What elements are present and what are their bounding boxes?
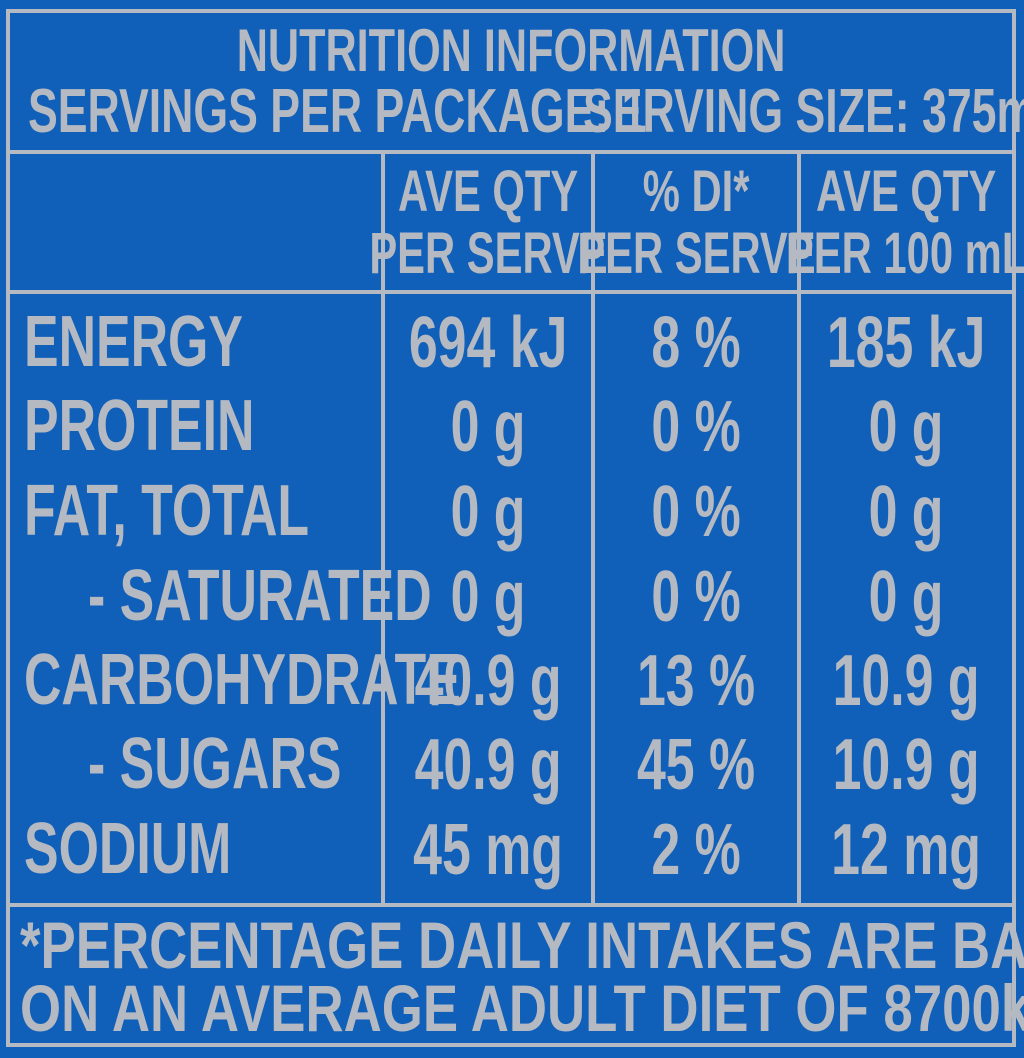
row-di: 8 % bbox=[651, 303, 741, 383]
col-header-di-line1: % DI* bbox=[642, 159, 750, 224]
row-per-serve: 0 g bbox=[450, 472, 526, 552]
row-per-serve: 40.9 g bbox=[414, 641, 562, 721]
col-header-per-serve-line1: AVE QTY bbox=[397, 159, 579, 224]
footnote-line-1: *PERCENTAGE DAILY INTAKES ARE BASED bbox=[20, 908, 1024, 982]
col-header-di-line2: PER SERVE bbox=[576, 221, 816, 286]
row-label: PROTEIN bbox=[24, 386, 255, 466]
row-label: CARBOHYDRATE bbox=[24, 640, 461, 720]
row-per-serve: 0 g bbox=[450, 387, 526, 467]
serving-size: SERVING SIZE: 375mL bbox=[583, 77, 1024, 146]
divider-title bbox=[6, 150, 1016, 154]
row-label: - SATURATED bbox=[88, 556, 432, 636]
column-divider-3 bbox=[797, 150, 801, 907]
row-di: 13 % bbox=[636, 641, 756, 721]
column-divider-2 bbox=[591, 150, 595, 907]
row-per-100ml: 0 g bbox=[869, 387, 944, 467]
row-per-100ml: 10.9 g bbox=[833, 725, 980, 805]
row-per-100ml: 0 g bbox=[869, 557, 944, 637]
row-per-100ml: 185 kJ bbox=[827, 303, 986, 383]
row-per-serve: 694 kJ bbox=[408, 303, 568, 383]
row-di: 0 % bbox=[651, 472, 741, 552]
row-di: 45 % bbox=[636, 725, 756, 805]
border-top bbox=[6, 9, 1016, 13]
row-label: SODIUM bbox=[24, 809, 232, 889]
row-per-serve: 40.9 g bbox=[414, 725, 562, 805]
row-di: 0 % bbox=[651, 387, 741, 467]
row-per-100ml: 12 mg bbox=[831, 810, 982, 890]
footnote-line-2: ON AN AVERAGE ADULT DIET OF 8700kJ. bbox=[20, 971, 1024, 1045]
row-label: ENERGY bbox=[24, 302, 243, 382]
divider-header bbox=[6, 290, 1016, 294]
row-per-100ml: 10.9 g bbox=[833, 641, 980, 721]
border-bottom bbox=[6, 1043, 1016, 1047]
column-divider-1 bbox=[381, 150, 385, 907]
col-header-per-100ml-line1: AVE QTY bbox=[816, 159, 997, 224]
servings-per-package: SERVINGS PER PACKAGE: 1 bbox=[28, 77, 647, 146]
row-label: FAT, TOTAL bbox=[24, 471, 310, 551]
panel-title: NUTRITION INFORMATION bbox=[236, 17, 786, 84]
row-di: 2 % bbox=[651, 810, 741, 890]
row-label: - SUGARS bbox=[88, 724, 342, 804]
row-per-100ml: 0 g bbox=[869, 472, 944, 552]
row-per-serve: 45 mg bbox=[413, 810, 563, 890]
divider-footer bbox=[6, 903, 1016, 907]
col-header-per-serve-line2: PER SERVE bbox=[368, 221, 608, 286]
col-header-per-100ml-line2: PER 100 mL bbox=[785, 221, 1024, 286]
row-per-serve: 0 g bbox=[450, 557, 526, 637]
row-di: 0 % bbox=[651, 557, 741, 637]
border-left bbox=[6, 9, 10, 1047]
border-right bbox=[1012, 9, 1016, 1047]
